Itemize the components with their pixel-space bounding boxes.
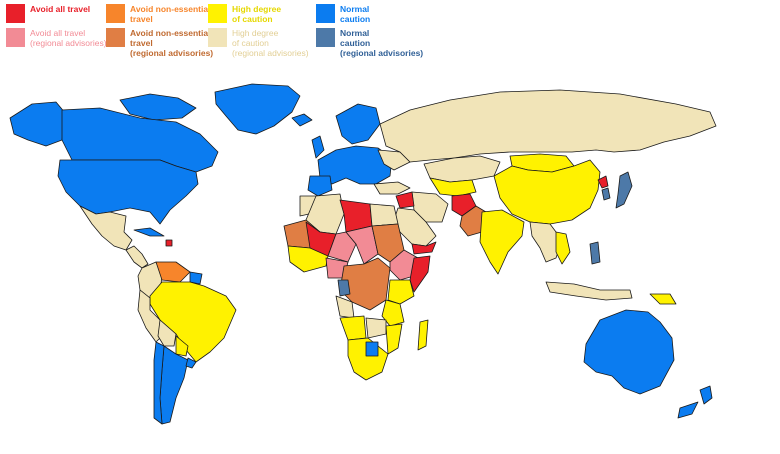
- region-indonesia: [545, 281, 633, 301]
- region-south-korea: [601, 187, 611, 201]
- region-brazil: [149, 281, 237, 363]
- region-north-korea: [597, 175, 609, 189]
- region-new-zealand-south: [677, 401, 699, 419]
- region-cameroon: [337, 279, 351, 297]
- legend-item-avoid-non-essential: Avoid non-essential travel: [106, 4, 210, 24]
- region-chile: [153, 341, 165, 425]
- legend-label-normal-caution: Normal caution: [340, 4, 371, 24]
- region-angola: [339, 315, 367, 341]
- region-kenya: [387, 279, 415, 305]
- legend-label-avoid-all-travel: Avoid all travel: [30, 4, 91, 14]
- legend-label-high-caution-regional: High degree of caution (regional advisor…: [232, 28, 309, 58]
- region-india: [479, 209, 525, 275]
- region-australia: [583, 309, 675, 395]
- legend-swatch-avoid-non-essential-regional: [106, 28, 125, 47]
- region-iberia: [307, 175, 333, 197]
- legend-item-avoid-all-travel: Avoid all travel: [6, 4, 90, 23]
- legend-item-high-caution-regional: High degree of caution (regional advisor…: [208, 28, 309, 58]
- region-southeast-asia: [529, 221, 563, 263]
- region-papua-new-guinea: [649, 293, 677, 305]
- region-syria-iraq: [395, 191, 415, 209]
- region-botswana: [365, 341, 379, 357]
- region-guianas: [189, 271, 203, 285]
- region-chad: [345, 225, 379, 265]
- legend-item-normal-caution: Normal caution: [316, 4, 370, 24]
- legend-label-high-caution: High degree of caution: [232, 4, 282, 24]
- legend-swatch-avoid-all-travel: [6, 4, 25, 23]
- legend-swatch-avoid-all-regional: [6, 28, 25, 47]
- legend-label-avoid-non-essential: Avoid non-essential travel: [130, 4, 211, 24]
- region-central-asia: [429, 177, 477, 197]
- region-japan: [615, 171, 633, 209]
- region-turkey: [373, 181, 411, 195]
- region-uruguay: [185, 357, 197, 369]
- legend-label-avoid-non-essential-regional: Avoid non-essential travel (regional adv…: [130, 28, 214, 58]
- region-canada-arctic-islands: [119, 93, 197, 121]
- legend-swatch-high-caution: [208, 4, 227, 23]
- legend-swatch-avoid-non-essential: [106, 4, 125, 23]
- region-thailand: [555, 231, 571, 265]
- region-uk: [311, 135, 325, 159]
- region-iceland: [291, 113, 313, 127]
- region-mexico: [79, 205, 133, 251]
- legend-swatch-normal-caution: [316, 4, 335, 23]
- region-yemen: [411, 241, 437, 255]
- legend-swatch-normal-caution-regional: [316, 28, 335, 47]
- region-somalia: [409, 255, 431, 293]
- legend-swatch-high-caution-regional: [208, 28, 227, 47]
- region-paraguay: [175, 335, 189, 357]
- region-venezuela: [155, 261, 191, 283]
- region-russia: [379, 89, 717, 163]
- region-greenland: [214, 83, 301, 135]
- region-alaska: [9, 101, 67, 147]
- region-tanzania: [381, 299, 405, 327]
- region-west-africa-coast: [287, 245, 329, 273]
- legend-item-normal-caution-regional: Normal caution (regional advisories): [316, 28, 423, 58]
- legend-label-normal-caution-regional: Normal caution (regional advisories): [340, 28, 424, 58]
- region-bolivia: [157, 319, 177, 347]
- region-haiti: [165, 239, 173, 247]
- region-niger: [327, 231, 357, 263]
- legend-item-avoid-non-essential-regional: Avoid non-essential travel (regional adv…: [106, 28, 213, 58]
- legend-item-avoid-all-regional: Avoid all travel (regional advisories): [6, 28, 107, 48]
- region-zambia: [365, 317, 387, 339]
- region-mozambique: [385, 323, 403, 355]
- region-philippines: [589, 241, 601, 265]
- region-ukraine: [377, 149, 411, 171]
- region-argentina: [159, 345, 189, 425]
- region-madagascar: [417, 319, 429, 351]
- region-usa: [57, 159, 199, 225]
- region-egypt: [369, 203, 399, 227]
- legend-label-avoid-all-regional: Avoid all travel (regional advisories): [30, 28, 107, 48]
- region-central-america: [125, 245, 149, 269]
- region-scandinavia: [335, 103, 381, 145]
- world-map: [9, 83, 717, 425]
- region-new-zealand: [699, 385, 713, 405]
- region-china: [493, 159, 601, 225]
- region-cuba: [133, 227, 165, 237]
- map-legend: Avoid all travel Avoid non-essential tra…: [0, 0, 780, 70]
- legend-item-high-caution: High degree of caution: [208, 4, 281, 24]
